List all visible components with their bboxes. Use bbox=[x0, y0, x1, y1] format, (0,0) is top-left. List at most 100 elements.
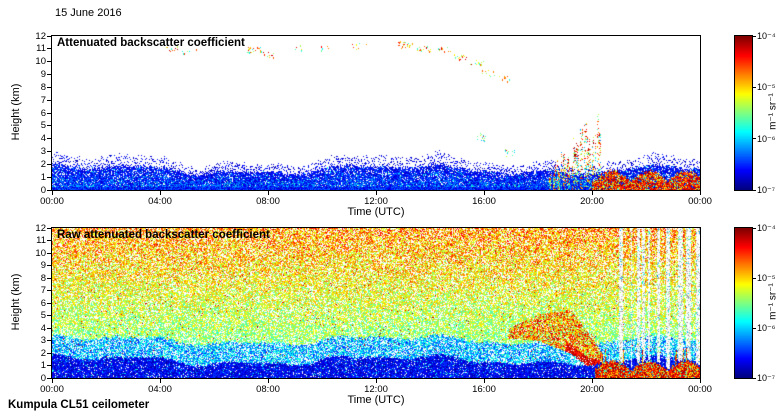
x-tick-label: 04:00 bbox=[148, 196, 172, 207]
y-axis-label-top: Height (km) bbox=[10, 83, 22, 141]
colorbar-tick-label: 10⁻⁶ bbox=[757, 133, 776, 144]
y-tick bbox=[47, 189, 51, 191]
y-tick-label: 5 bbox=[40, 120, 46, 132]
heatmap-canvas-raw bbox=[52, 228, 700, 378]
y-tick-label: 2 bbox=[40, 158, 46, 170]
x-tick bbox=[375, 379, 377, 383]
x-tick bbox=[159, 191, 161, 195]
x-tick-label: 20:00 bbox=[580, 384, 604, 395]
colorbar-tick bbox=[753, 86, 756, 88]
y-tick-label: 0 bbox=[40, 184, 46, 196]
panel-raw-backscatter: Raw attenuated backscatter coefficient bbox=[51, 227, 701, 379]
y-tick-label: 5 bbox=[40, 310, 46, 321]
y-tick bbox=[47, 86, 51, 88]
x-tick-label: 00:00 bbox=[40, 384, 64, 395]
y-tick bbox=[47, 227, 51, 229]
y-tick bbox=[47, 290, 51, 291]
heatmap-canvas-attenuated bbox=[52, 36, 700, 190]
colorbar-attenuated bbox=[734, 35, 753, 191]
y-tick-label: 12 bbox=[35, 222, 46, 234]
colorbar-canvas-raw bbox=[735, 228, 752, 378]
colorbar-tick bbox=[753, 35, 756, 37]
colorbar-canvas-attenuated bbox=[735, 36, 752, 190]
x-tick bbox=[483, 191, 485, 195]
y-tick-label: 11 bbox=[36, 235, 46, 246]
colorbar-tick-label: 10⁻⁷ bbox=[757, 373, 776, 383]
y-tick-label: 3 bbox=[40, 146, 46, 157]
y-tick-label: 0 bbox=[40, 372, 46, 384]
y-tick bbox=[47, 265, 51, 266]
colorbar-tick-label: 10⁻⁷ bbox=[757, 185, 776, 195]
y-tick-label: 7 bbox=[40, 94, 46, 106]
y-tick bbox=[47, 377, 51, 379]
x-tick bbox=[375, 191, 377, 195]
y-tick-label: 4 bbox=[40, 133, 46, 145]
colorbar-tick-label: 10⁻⁵ bbox=[757, 273, 776, 283]
x-tick bbox=[267, 191, 269, 195]
y-tick bbox=[47, 252, 51, 254]
colorbar-tick bbox=[753, 377, 756, 379]
colorbar-raw bbox=[734, 227, 753, 379]
y-tick bbox=[47, 163, 51, 165]
colorbar-tick bbox=[753, 189, 756, 191]
x-tick-label: 12:00 bbox=[364, 196, 388, 207]
colorbar-tick bbox=[753, 277, 756, 279]
y-tick bbox=[47, 151, 51, 152]
x-tick-label: 20:00 bbox=[580, 196, 604, 207]
x-tick bbox=[51, 379, 53, 383]
y-tick bbox=[47, 112, 51, 114]
x-tick-label: 08:00 bbox=[256, 384, 280, 395]
y-tick-label: 6 bbox=[40, 107, 46, 119]
x-tick bbox=[591, 191, 593, 195]
y-tick bbox=[47, 302, 51, 304]
panel-attenuated-backscatter: Attenuated backscatter coefficient bbox=[51, 35, 701, 191]
panel-title-attenuated: Attenuated backscatter coefficient bbox=[57, 37, 245, 49]
y-tick-label: 8 bbox=[40, 272, 46, 284]
y-tick-label: 3 bbox=[40, 335, 46, 346]
y-tick-label: 1 bbox=[40, 171, 46, 183]
colorbar-tick-label: 10⁻⁶ bbox=[757, 323, 776, 333]
y-tick-label: 10 bbox=[35, 247, 46, 259]
y-tick-label: 11 bbox=[36, 43, 46, 55]
y-tick bbox=[47, 240, 51, 241]
y-tick-label: 7 bbox=[40, 285, 46, 296]
x-tick-label: 00:00 bbox=[688, 196, 712, 207]
colorbar-unit-label-bottom: m⁻¹ sr⁻¹ bbox=[767, 283, 779, 320]
y-tick-label: 8 bbox=[40, 81, 46, 93]
x-tick-label: 08:00 bbox=[256, 196, 280, 207]
y-tick bbox=[47, 315, 51, 316]
colorbar-tick-label: 10⁻⁴ bbox=[757, 223, 776, 233]
y-tick bbox=[47, 35, 51, 37]
x-tick bbox=[483, 379, 485, 383]
y-tick bbox=[47, 365, 51, 366]
y-tick-label: 9 bbox=[40, 260, 46, 271]
y-tick-label: 6 bbox=[40, 297, 46, 309]
x-tick bbox=[699, 191, 701, 195]
panel-title-raw: Raw attenuated backscatter coefficient bbox=[57, 229, 270, 241]
y-tick bbox=[47, 327, 51, 329]
x-tick-label: 00:00 bbox=[688, 384, 712, 395]
x-tick-label: 16:00 bbox=[472, 196, 496, 207]
x-tick bbox=[267, 379, 269, 383]
y-tick bbox=[47, 176, 51, 178]
y-tick bbox=[47, 125, 51, 127]
y-tick bbox=[47, 74, 51, 75]
colorbar-tick-label: 10⁻⁵ bbox=[757, 82, 776, 93]
y-axis-label-bottom: Height (km) bbox=[10, 273, 22, 331]
y-tick bbox=[47, 352, 51, 354]
x-axis-label-top: Time (UTC) bbox=[347, 206, 405, 218]
colorbar-tick bbox=[753, 227, 756, 229]
x-tick bbox=[699, 379, 701, 383]
x-tick bbox=[591, 379, 593, 383]
y-tick bbox=[47, 99, 51, 101]
y-tick-label: 1 bbox=[40, 360, 46, 371]
y-tick-label: 10 bbox=[35, 56, 46, 68]
x-tick bbox=[159, 379, 161, 383]
y-tick bbox=[47, 48, 51, 50]
y-tick bbox=[47, 277, 51, 279]
colorbar-unit-label-top: m⁻¹ sr⁻¹ bbox=[767, 93, 779, 130]
y-tick-label: 4 bbox=[40, 322, 46, 334]
colorbar-tick bbox=[753, 327, 756, 329]
x-tick-label: 04:00 bbox=[148, 384, 172, 395]
